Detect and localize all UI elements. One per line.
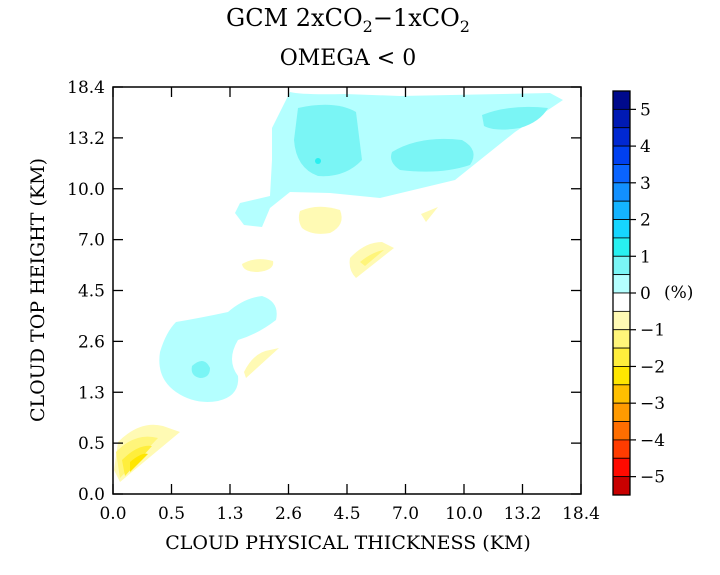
contour-lower-patch-1_3km — [244, 348, 279, 378]
colorbar-segment — [612, 200, 631, 220]
y-tick-label: 0.5 — [78, 434, 105, 454]
y-tick-label: 7.0 — [78, 231, 105, 251]
y-tick-label: 1.3 — [78, 383, 105, 403]
x-axis: 0.0 0.5 1.3 2.6 4.5 7.0 10.0 13.2 18.4 — [99, 87, 600, 524]
y-tick-label: 2.6 — [78, 332, 105, 352]
x-tick-label: 10.0 — [445, 504, 483, 524]
x-tick-label: 0.0 — [99, 504, 126, 524]
chart-subtitle: OMEGA < 0 — [280, 46, 417, 71]
colorbar-tick-label: 5 — [640, 100, 651, 120]
x-axis-label: CLOUD PHYSICAL THICKNESS (KM) — [165, 532, 531, 554]
colorbar-tick-label: 3 — [640, 174, 651, 194]
colorbar-tick-label: −1 — [640, 321, 665, 341]
colorbar-segment — [612, 384, 631, 404]
colorbar-segment — [612, 476, 631, 496]
plot-area — [112, 86, 582, 495]
colorbar-segment — [612, 145, 631, 165]
contour-lower-left-core — [191, 360, 210, 378]
colorbar: 5 4 3 2 1 0 −1 −2 −3 −4 −5 — [612, 90, 665, 496]
colorbar-segment — [612, 366, 631, 386]
colorbar-segment — [612, 421, 631, 441]
y-tick-label: 13.2 — [67, 129, 105, 149]
colorbar-segment — [612, 329, 631, 349]
y-axis-label: CLOUD TOP HEIGHT (KM) — [27, 158, 49, 422]
y-tick-label: 10.0 — [67, 180, 105, 200]
colorbar-segment — [612, 182, 631, 202]
contour-mid-arm — [159, 296, 277, 402]
colorbar-tick-label: 2 — [640, 211, 651, 231]
colorbar-segment — [612, 237, 631, 257]
colorbar-tick-label: 0 — [640, 284, 651, 304]
contour-upper-middle-cell — [391, 138, 474, 172]
colorbar-tick-label: −2 — [640, 357, 665, 377]
colorbar-segment — [612, 108, 631, 129]
colorbar-segment — [612, 310, 631, 331]
y-tick-label: 18.4 — [67, 78, 105, 98]
x-tick-label: 0.5 — [158, 504, 185, 524]
contour-patch-10km — [421, 207, 438, 222]
colorbar-segment — [612, 255, 631, 276]
contour-bottom-left-4 — [130, 453, 148, 472]
y-axis: 0.0 0.5 1.3 2.6 4.5 7.0 10.0 13.2 18.4 — [67, 78, 581, 505]
colorbar-segment — [612, 164, 631, 184]
colorbar-segment — [612, 402, 631, 422]
contour-upper-left-core — [315, 158, 321, 164]
colorbar-segment — [612, 219, 631, 239]
contour-upper-left-cell — [294, 104, 362, 177]
colorbar-tick-label: −3 — [640, 394, 665, 414]
x-tick-label: 13.2 — [504, 504, 542, 524]
colorbar-segment — [612, 90, 631, 110]
x-tick-label: 18.4 — [562, 504, 600, 524]
contour-wedge-4_5km-inner — [360, 250, 384, 266]
colorbar-segment — [612, 439, 631, 459]
y-tick-label: 0.0 — [78, 485, 105, 505]
colorbar-segment — [612, 457, 631, 478]
x-tick-label: 4.5 — [333, 504, 360, 524]
colorbar-tick-label: −4 — [640, 431, 665, 451]
colorbar-tick-label: 4 — [640, 137, 651, 157]
contour-mid-small-patch — [242, 259, 274, 272]
y-tick-label: 4.5 — [78, 282, 105, 302]
chart-title: GCM 2xCO2−1xCO2 — [226, 4, 470, 36]
colorbar-segment — [612, 347, 631, 367]
colorbar-segment — [612, 274, 631, 294]
x-tick-label: 7.0 — [392, 504, 419, 524]
contour-fills — [114, 92, 563, 482]
colorbar-tick-label: −5 — [640, 468, 665, 488]
x-tick-label: 1.3 — [216, 504, 243, 524]
contour-patch-7km — [298, 206, 342, 234]
colorbar-tick-label: 1 — [640, 247, 651, 267]
x-tick-label: 2.6 — [275, 504, 302, 524]
colorbar-segment — [612, 127, 631, 147]
contour-upper-right-cell — [482, 106, 548, 130]
colorbar-segment — [612, 292, 631, 312]
colorbar-unit: (%) — [664, 283, 693, 303]
